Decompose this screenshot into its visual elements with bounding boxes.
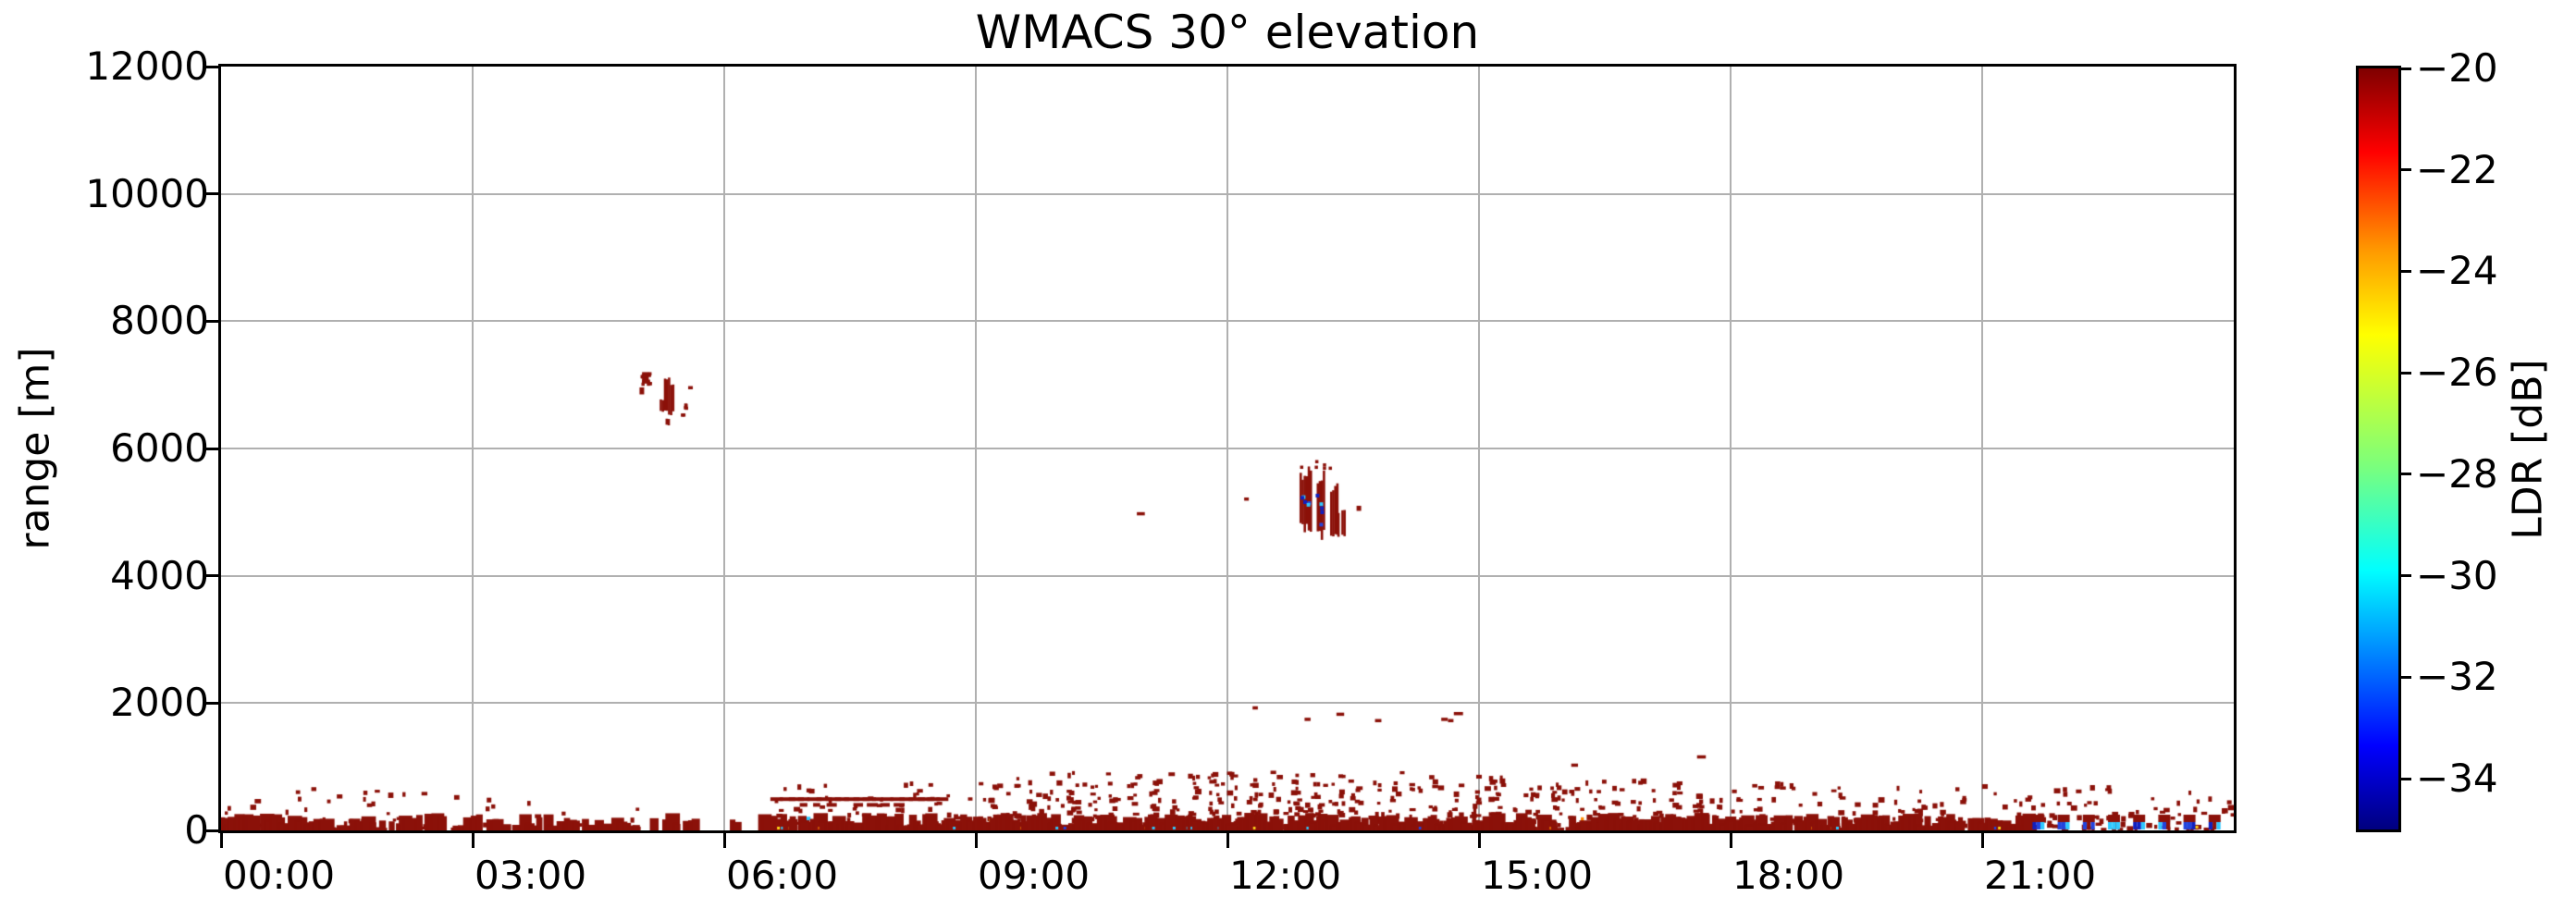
x-tick-label: 18:00 (1732, 853, 1845, 898)
y-tick-label: 12000 (85, 43, 209, 89)
x-tick-label: 03:00 (475, 853, 587, 898)
x-tick-mark (220, 833, 223, 848)
x-tick-mark (1981, 833, 1984, 848)
x-tick-mark (1478, 833, 1481, 848)
colorbar-tick-label: −20 (2416, 45, 2498, 91)
y-tick-mark (203, 701, 218, 705)
y-tick-label: 2000 (110, 680, 209, 726)
colorbar-tick-mark (2398, 371, 2411, 375)
x-tick-mark (723, 833, 726, 848)
colorbar-tick-label: −22 (2416, 146, 2498, 192)
x-tick-label: 00:00 (223, 853, 336, 898)
x-tick-label: 12:00 (1229, 853, 1342, 898)
y-tick-mark (203, 192, 218, 196)
colorbar-tick-mark (2398, 67, 2411, 70)
colorbar-tick-label: −32 (2416, 654, 2498, 700)
colorbar-tick-mark (2398, 168, 2411, 172)
x-tick-label: 15:00 (1481, 853, 1594, 898)
x-tick-mark (472, 833, 475, 848)
y-tick-label: 10000 (85, 170, 209, 216)
colorbar-tick-mark (2398, 574, 2411, 578)
colorbar (2356, 66, 2401, 832)
y-tick-mark (203, 574, 218, 578)
colorbar-tick-mark (2398, 473, 2411, 476)
heatmap-canvas (221, 67, 2234, 830)
colorbar-tick-label: −24 (2416, 248, 2498, 294)
x-tick-mark (1226, 833, 1229, 848)
colorbar-tick-mark (2398, 675, 2411, 679)
colorbar-tick-mark (2398, 777, 2411, 780)
y-tick-label: 8000 (110, 298, 209, 344)
x-tick-label: 09:00 (978, 853, 1091, 898)
colorbar-tick-mark (2398, 269, 2411, 273)
x-tick-label: 06:00 (726, 853, 839, 898)
colorbar-tick-label: −30 (2416, 552, 2498, 598)
colorbar-tick-label: −26 (2416, 350, 2498, 396)
y-tick-mark (203, 447, 218, 450)
y-tick-label: 0 (184, 807, 209, 853)
y-tick-label: 6000 (110, 425, 209, 471)
y-tick-mark (203, 319, 218, 323)
x-tick-mark (1730, 833, 1732, 848)
colorbar-tick-label: −28 (2416, 450, 2498, 497)
colorbar-tick-label: −34 (2416, 755, 2498, 802)
x-tick-mark (975, 833, 978, 848)
colorbar-label: LDR [dB] (2504, 359, 2552, 540)
y-tick-mark (203, 65, 218, 68)
y-tick-label: 4000 (110, 552, 209, 598)
x-tick-label: 21:00 (1984, 853, 2097, 898)
y-tick-mark (203, 829, 218, 832)
chart-title: WMACS 30° elevation (975, 6, 1480, 59)
